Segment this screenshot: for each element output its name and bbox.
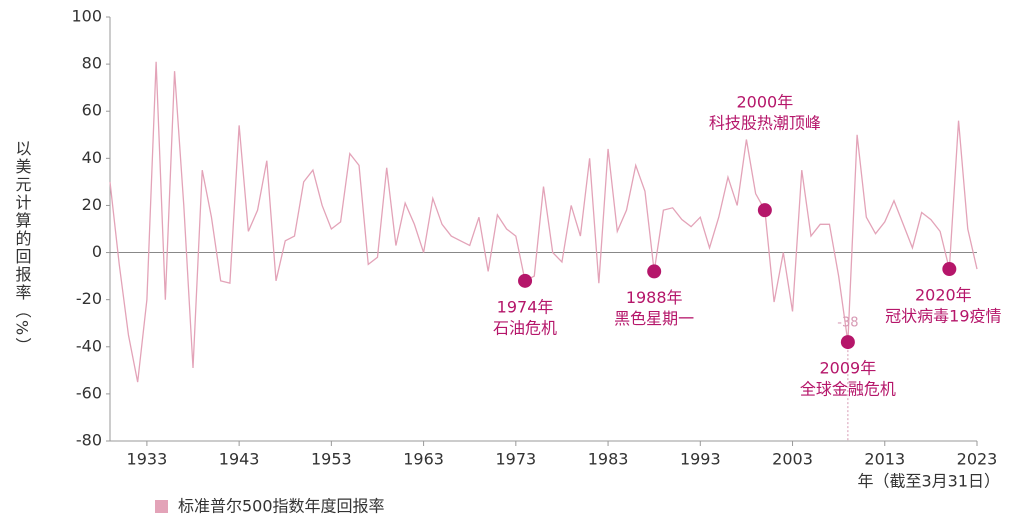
annotation: 2009年	[820, 359, 877, 378]
marker	[647, 264, 662, 279]
legend-swatch	[155, 500, 168, 513]
y-tick-label: -60	[76, 383, 102, 402]
legend-label: 标准普尔500指数年度回报率	[178, 497, 385, 516]
y-tick-label: 40	[82, 148, 102, 167]
x-tick-label: 1973	[495, 450, 536, 469]
value-label: -38	[837, 316, 858, 331]
annotation: 石油危机	[493, 318, 557, 337]
annotation: 2020年	[915, 286, 972, 305]
y-axis-label: 以美元计算的回报率（%）	[13, 140, 32, 355]
marker	[757, 203, 772, 218]
y-tick-label: 0	[92, 242, 102, 261]
y-tick-label: -40	[76, 336, 102, 355]
x-tick-label: 1943	[219, 450, 260, 469]
annotation: 科技股热潮顶峰	[709, 114, 821, 133]
y-tick-label: -80	[76, 431, 102, 450]
annotation: 1988年	[626, 288, 683, 307]
x-tick-label: 1993	[680, 450, 721, 469]
y-tick-label: -20	[76, 289, 102, 308]
marker	[840, 335, 855, 350]
annotation: 全球金融危机	[800, 380, 896, 399]
x-tick-label: 2013	[864, 450, 905, 469]
y-tick-label: 100	[71, 7, 102, 26]
data-line	[109, 61, 978, 383]
x-tick-label: 1933	[127, 450, 168, 469]
y-tick-label: 20	[82, 195, 102, 214]
marker	[942, 262, 957, 277]
y-tick-label: 80	[82, 54, 102, 73]
x-tick-label: 1953	[311, 450, 352, 469]
x-axis-label: 年（截至3月31日）	[857, 472, 1000, 491]
x-tick-label: 1963	[403, 450, 444, 469]
annotation: 黑色星期一	[614, 309, 694, 328]
x-tick-label: 1983	[588, 450, 629, 469]
annotation: 2000年	[736, 93, 793, 112]
x-tick-label: 2003	[772, 450, 813, 469]
x-tick-label: 2023	[957, 450, 998, 469]
marker	[518, 273, 533, 288]
annotation: 冠状病毒19疫情	[885, 307, 1001, 326]
y-tick-label: 60	[82, 101, 102, 120]
annotation: 1974年	[497, 297, 554, 316]
